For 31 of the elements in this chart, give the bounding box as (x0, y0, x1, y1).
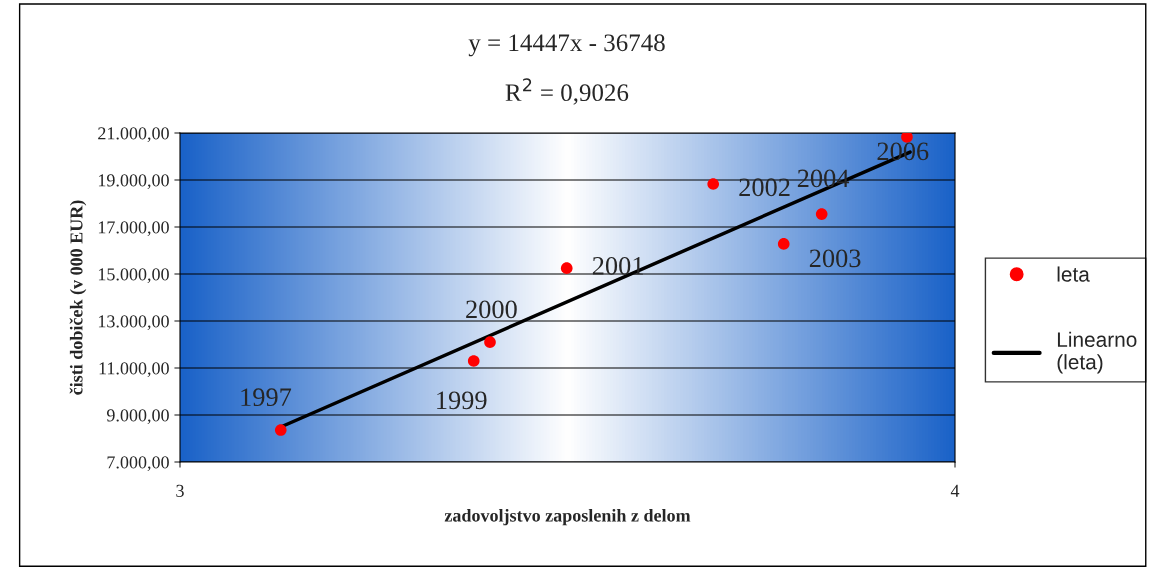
x-tick-label: 3 (176, 484, 184, 497)
annotation: 2001 (592, 256, 643, 275)
y-tick-label: 21.000,00 (98, 127, 169, 143)
y-axis-title: čisti dobiček (v 000 EUR) (69, 200, 87, 395)
annotation: 2003 (809, 249, 861, 268)
annotation: 1997 (241, 388, 292, 407)
y-tick-label: 17.000,00 (98, 221, 169, 237)
point (707, 178, 720, 190)
point (901, 133, 913, 143)
y-tick-label: 9.000,00 (106, 409, 169, 425)
point (274, 424, 287, 436)
y-tick-label: 13.000,00 (98, 315, 169, 331)
annotation: 2000 (466, 300, 517, 319)
x-axis-title: zadovoljstvo zaposlenih z delom (444, 508, 691, 526)
point (467, 355, 480, 367)
annotation: 2002 (739, 178, 790, 197)
y-tick-label: 19.000,00 (98, 174, 169, 190)
y-tick-label: 7.000,00 (107, 456, 169, 472)
legend-label: leta (1057, 266, 1090, 282)
chart-title: y = 14447x - 36748 (468, 34, 665, 57)
legend-label: Linearno (leta) (1057, 331, 1137, 374)
annotation: 1999 (437, 391, 487, 410)
point (777, 238, 790, 250)
chart-subtitle: R$^{2}$ = 0,9026 (505, 78, 629, 105)
y-tick-label: 11.000,00 (99, 362, 169, 378)
point (484, 336, 496, 348)
point (815, 208, 828, 220)
y-tick-label: 15.000,00 (98, 268, 169, 284)
annotation: 2006 (877, 142, 929, 161)
x-tick-label: 4 (950, 484, 960, 497)
point (560, 262, 573, 274)
